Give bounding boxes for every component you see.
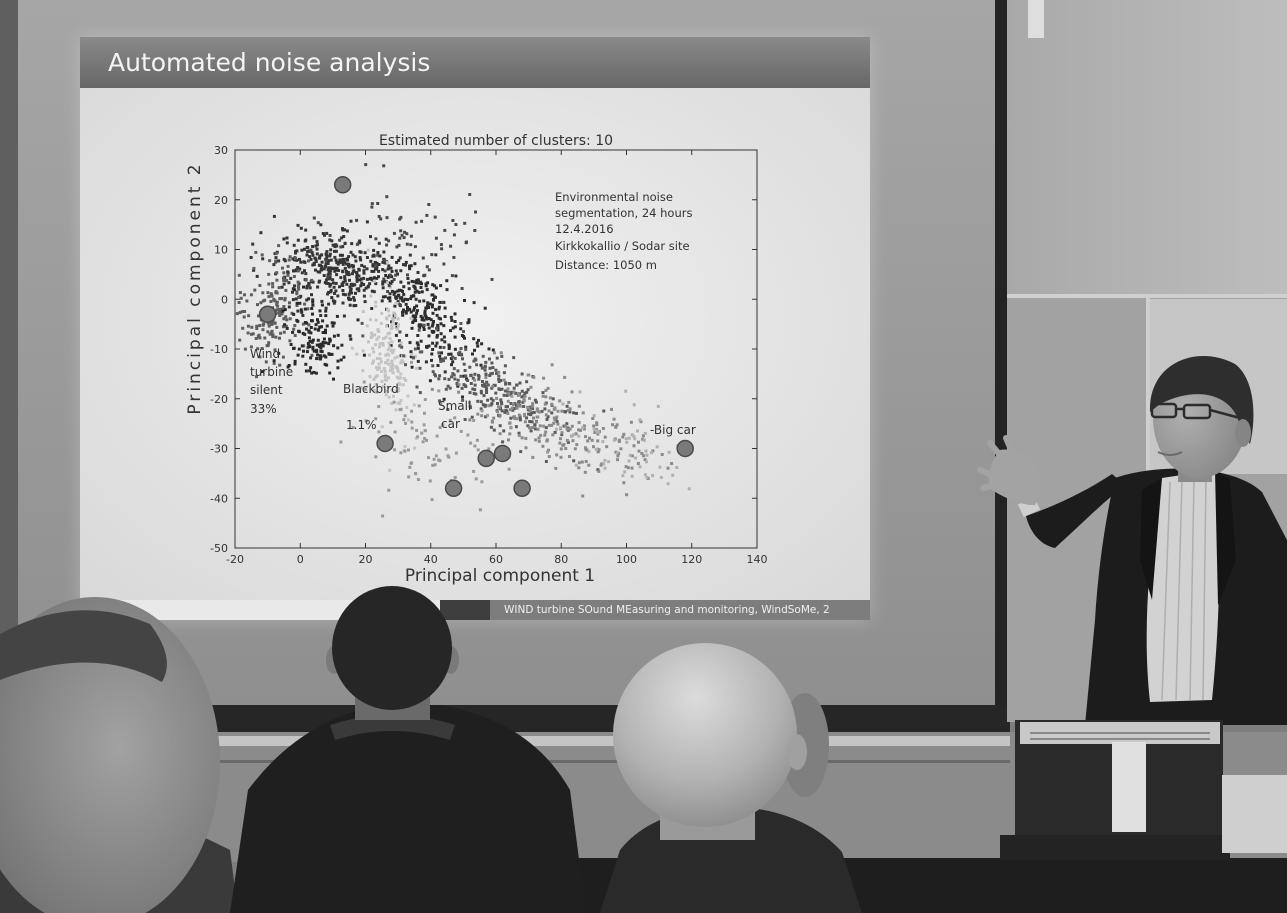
board-tray — [180, 736, 1010, 746]
wall-panel-upper — [1007, 0, 1287, 297]
slide-footer-left-block — [440, 600, 490, 620]
wall-socket — [1028, 0, 1044, 38]
screen-right-frame — [995, 0, 1007, 728]
wall-left-edge — [0, 0, 18, 735]
front-desk — [560, 858, 1287, 913]
panel-seam-horizontal — [1007, 294, 1287, 298]
slide-footer-text: WIND turbine SOund MEasuring and monitor… — [504, 604, 830, 616]
projected-slide: Automated noise analysis WIND turbine SO… — [80, 37, 870, 620]
wall-light-patch — [1150, 299, 1287, 474]
screen-bottom-frame — [180, 705, 1010, 732]
slide-title-bar: Automated noise analysis — [80, 37, 870, 88]
lower-wall — [0, 732, 1287, 862]
panel-seam-vertical — [1146, 297, 1150, 722]
slide-title: Automated noise analysis — [108, 48, 431, 77]
slide-body — [80, 88, 870, 600]
board-rail — [180, 760, 1010, 763]
slide-footer: WIND turbine SOund MEasuring and monitor… — [490, 600, 870, 620]
